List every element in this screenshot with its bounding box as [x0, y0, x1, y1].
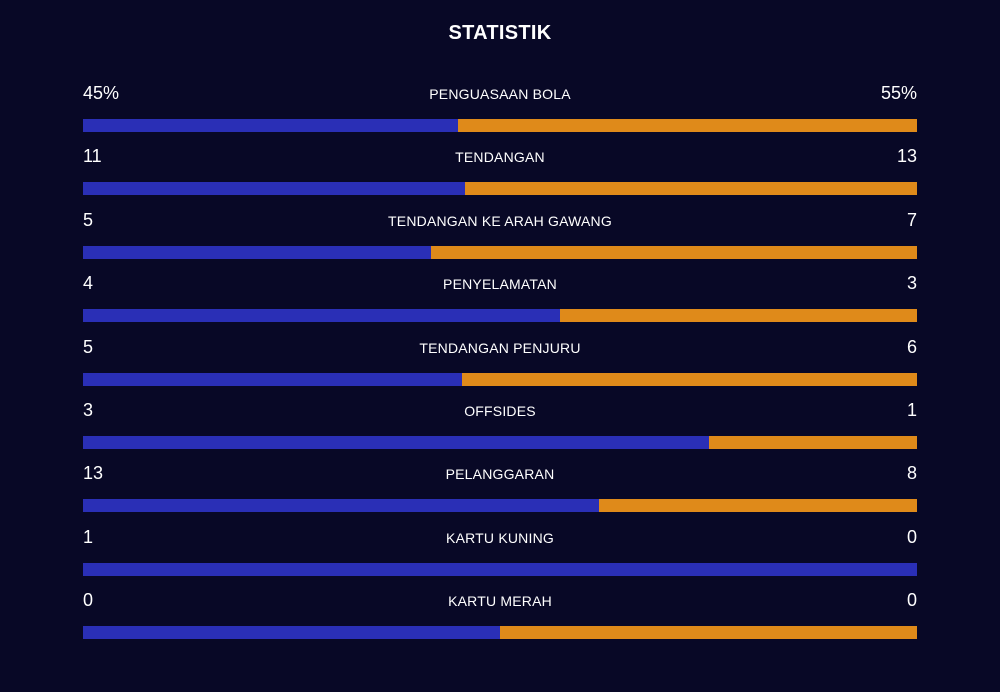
away-bar-fill [708, 435, 917, 449]
stat-row: 3 OFFSIDES 1 [83, 395, 917, 458]
comparison-bar [83, 562, 917, 576]
away-value: 0 [906, 590, 917, 611]
away-bar-fill [465, 182, 917, 196]
away-value: 8 [906, 463, 917, 484]
home-bar-fill [83, 182, 466, 196]
stat-row: 4 PENYELAMATAN 3 [83, 268, 917, 331]
stat-row: 0 KARTU MERAH 0 [83, 585, 917, 648]
comparison-bar [83, 245, 917, 259]
home-value: 5 [83, 336, 94, 357]
away-bar-fill [462, 372, 917, 386]
home-value: 5 [83, 209, 94, 230]
home-bar-fill [83, 309, 560, 323]
stat-label: TENDANGAN PENJURU [419, 339, 581, 356]
home-value: 13 [83, 463, 104, 484]
home-bar-fill [83, 562, 917, 576]
stat-row: 13 PELANGGARAN 8 [83, 458, 917, 521]
away-value: 7 [906, 209, 917, 230]
stat-row: 11 TENDANGAN 13 [83, 141, 917, 204]
home-bar-fill [83, 119, 459, 132]
home-value: 0 [83, 590, 94, 611]
stat-label: PELANGGARAN [445, 466, 555, 483]
away-value: 1 [906, 399, 917, 420]
stat-label: TENDANGAN [455, 149, 545, 166]
stat-label: TENDANGAN KE ARAH GAWANG [388, 212, 612, 229]
away-bar-fill [500, 626, 917, 640]
away-bar-fill [559, 309, 917, 323]
away-bar-fill [430, 245, 917, 259]
stat-label: PENYELAMATAN [443, 276, 557, 293]
stat-label: PENGUASAAN BOLA [429, 86, 571, 102]
comparison-bar [83, 626, 917, 640]
stat-label: KARTU MERAH [448, 593, 552, 610]
stat-row: 5 TENDANGAN PENJURU 6 [83, 332, 917, 395]
comparison-bar [83, 372, 917, 386]
home-bar-fill [83, 372, 463, 386]
home-value: 3 [83, 399, 94, 420]
stat-row: 45% PENGUASAAN BOLA 55% [83, 78, 917, 141]
stat-row: 5 TENDANGAN KE ARAH GAWANG 7 [83, 205, 917, 268]
comparison-bar [83, 182, 917, 196]
stat-label: KARTU KUNING [446, 529, 554, 546]
home-bar-fill [83, 435, 709, 449]
home-value: 45% [83, 83, 120, 103]
home-value: 1 [83, 526, 94, 547]
stats-title: STATISTIK [448, 22, 552, 44]
home-value: 4 [83, 273, 94, 294]
home-bar-fill [83, 499, 600, 513]
comparison-bar [83, 119, 917, 132]
away-value: 3 [906, 273, 917, 294]
comparison-bar [83, 435, 917, 449]
home-value: 11 [83, 146, 102, 167]
away-bar-fill [458, 119, 917, 132]
comparison-bar [83, 309, 917, 323]
stat-label: OFFSIDES [464, 402, 536, 419]
away-value: 0 [906, 526, 917, 547]
comparison-bar [83, 499, 917, 513]
away-bar-fill [599, 499, 917, 513]
stats-list: 45% PENGUASAAN BOLA 55% 11 TENDANGAN 13 5 TENDA… [83, 78, 917, 649]
away-value: 13 [896, 146, 917, 167]
away-value: 6 [906, 336, 917, 357]
stat-row: 1 KARTU KUNING 0 [83, 522, 917, 585]
home-bar-fill [83, 626, 500, 640]
away-value: 55% [880, 83, 917, 103]
home-bar-fill [83, 245, 431, 259]
